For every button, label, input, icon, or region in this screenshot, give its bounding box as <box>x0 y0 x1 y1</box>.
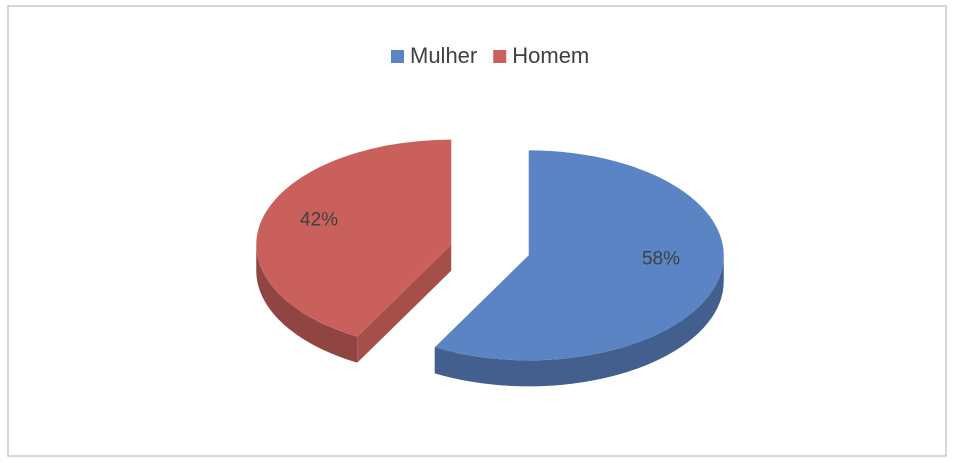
legend-swatch <box>493 50 507 63</box>
legend-label: Mulher <box>410 43 477 68</box>
legend-swatch <box>391 50 404 63</box>
data-label: 58% <box>642 249 680 270</box>
slice-side <box>357 244 452 363</box>
chart-border <box>7 5 947 457</box>
slice-wall <box>256 244 358 363</box>
slice <box>256 139 452 337</box>
slice <box>434 150 724 361</box>
slice-wall <box>434 255 724 387</box>
legend-label: Homem <box>512 43 589 68</box>
data-label: 42% <box>300 209 338 230</box>
